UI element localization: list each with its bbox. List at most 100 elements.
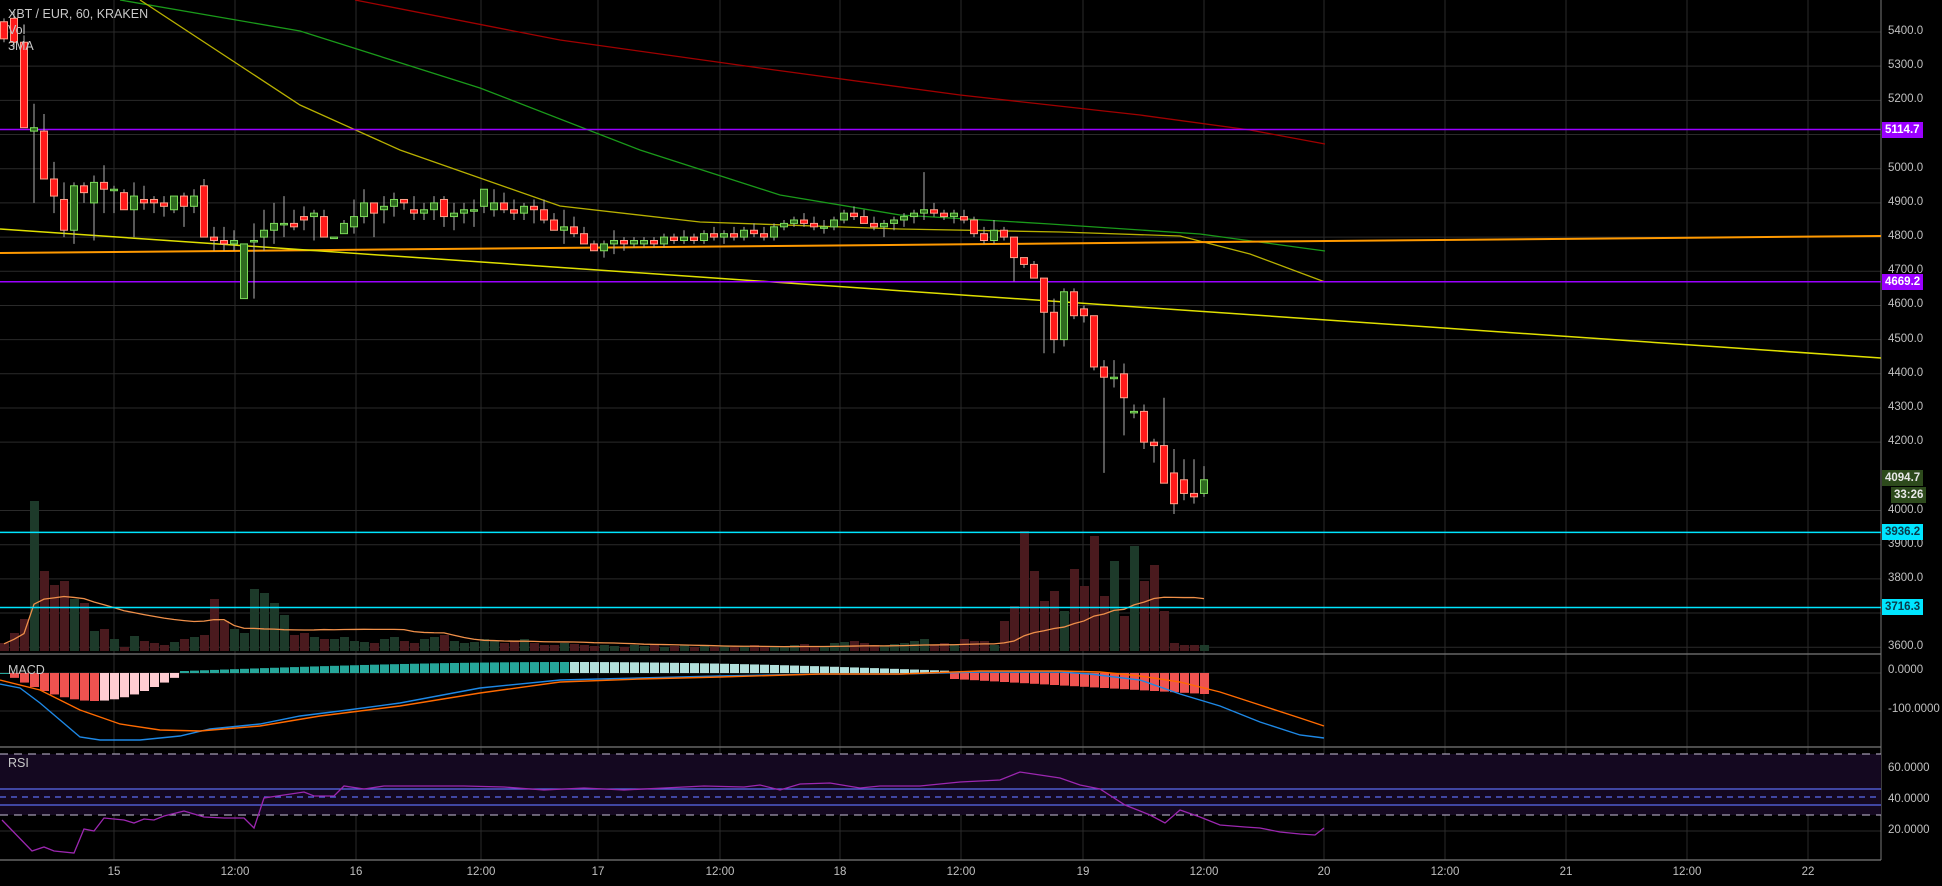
candle-down[interactable] xyxy=(320,216,328,238)
candle-up[interactable] xyxy=(820,226,828,229)
candle-down[interactable] xyxy=(1120,373,1128,399)
candle-up[interactable] xyxy=(840,212,848,221)
candle-down[interactable] xyxy=(210,236,218,241)
candle-down[interactable] xyxy=(80,185,88,194)
candle-up[interactable] xyxy=(1060,291,1068,341)
candle-up[interactable] xyxy=(520,205,528,214)
candle-up[interactable] xyxy=(910,212,918,218)
candle-down[interactable] xyxy=(100,181,108,190)
candle-down[interactable] xyxy=(590,243,598,252)
candle-down[interactable] xyxy=(570,226,578,235)
candle-down[interactable] xyxy=(1160,445,1168,484)
candle-down[interactable] xyxy=(930,209,938,214)
candle-down[interactable] xyxy=(1030,263,1038,279)
trendline-yellow[interactable] xyxy=(0,228,1882,359)
legend-vol[interactable]: Vol xyxy=(8,23,26,37)
candle-up[interactable] xyxy=(700,233,708,241)
candle-up[interactable] xyxy=(610,239,618,245)
candle-up[interactable] xyxy=(830,219,838,228)
candle-up[interactable] xyxy=(640,239,648,245)
candle-up[interactable] xyxy=(460,209,468,214)
candle-down[interactable] xyxy=(200,185,208,238)
candle-down[interactable] xyxy=(970,219,978,235)
candle-down[interactable] xyxy=(550,219,558,231)
candle-up[interactable] xyxy=(70,185,78,231)
candle-up[interactable] xyxy=(1110,376,1118,380)
candle-up[interactable] xyxy=(110,188,118,192)
candle-down[interactable] xyxy=(580,233,588,245)
candle-up[interactable] xyxy=(30,127,38,132)
candle-down[interactable] xyxy=(1090,315,1098,368)
candle-up[interactable] xyxy=(560,226,568,231)
candle-down[interactable] xyxy=(40,130,48,180)
candle-down[interactable] xyxy=(620,239,628,245)
rsi-pane-title[interactable]: RSI xyxy=(8,756,29,770)
candle-down[interactable] xyxy=(180,195,188,207)
candle-up[interactable] xyxy=(170,195,178,211)
candle-down[interactable] xyxy=(940,212,948,218)
candle-up[interactable] xyxy=(330,236,338,240)
candle-down[interactable] xyxy=(20,41,28,129)
candle-up[interactable] xyxy=(130,195,138,211)
candle-down[interactable] xyxy=(1150,441,1158,447)
candle-down[interactable] xyxy=(10,17,18,43)
price-tag-5114.7[interactable]: 5114.7 xyxy=(1882,121,1923,138)
candle-down[interactable] xyxy=(1190,492,1198,498)
candle-down[interactable] xyxy=(60,198,68,231)
candle-up[interactable] xyxy=(790,219,798,224)
candle-up[interactable] xyxy=(900,216,908,221)
candle-down[interactable] xyxy=(140,198,148,204)
candle-down[interactable] xyxy=(750,229,758,235)
candle-up[interactable] xyxy=(990,229,998,241)
candle-down[interactable] xyxy=(0,21,8,40)
candle-up[interactable] xyxy=(770,226,778,238)
candle-up[interactable] xyxy=(1130,410,1138,414)
candle-up[interactable] xyxy=(260,229,268,238)
candle-up[interactable] xyxy=(680,236,688,241)
price-tag-4669.2[interactable]: 4669.2 xyxy=(1882,273,1924,290)
candle-down[interactable] xyxy=(50,178,58,197)
candle-up[interactable] xyxy=(480,188,488,207)
candle-up[interactable] xyxy=(490,202,498,211)
candle-up[interactable] xyxy=(430,202,438,211)
candle-down[interactable] xyxy=(530,205,538,211)
candle-up[interactable] xyxy=(890,219,898,224)
candle-down[interactable] xyxy=(1050,311,1058,341)
candle-up[interactable] xyxy=(240,243,248,300)
candle-down[interactable] xyxy=(980,233,988,241)
candle-down[interactable] xyxy=(1140,410,1148,443)
candle-up[interactable] xyxy=(250,239,258,243)
candle-down[interactable] xyxy=(300,216,308,221)
price-tag-3936.2[interactable]: 3936.2 xyxy=(1882,524,1924,541)
candle-down[interactable] xyxy=(120,192,128,211)
candle-up[interactable] xyxy=(1200,479,1208,494)
candle-down[interactable] xyxy=(1020,257,1028,265)
candle-down[interactable] xyxy=(540,209,548,221)
candle-down[interactable] xyxy=(290,222,298,228)
candle-down[interactable] xyxy=(1170,472,1178,505)
candle-up[interactable] xyxy=(630,239,638,245)
candle-up[interactable] xyxy=(360,202,368,218)
candle-down[interactable] xyxy=(860,216,868,224)
candle-up[interactable] xyxy=(390,198,398,207)
candle-down[interactable] xyxy=(1000,229,1008,238)
candle-up[interactable] xyxy=(280,222,288,226)
candle-down[interactable] xyxy=(220,239,228,245)
candle-down[interactable] xyxy=(1040,277,1048,313)
candle-down[interactable] xyxy=(850,212,858,218)
candle-down[interactable] xyxy=(690,236,698,241)
candle-up[interactable] xyxy=(90,181,98,204)
candle-up[interactable] xyxy=(230,239,238,245)
macd-pane-title[interactable]: MACD xyxy=(8,663,45,677)
candle-down[interactable] xyxy=(960,216,968,221)
candle-down[interactable] xyxy=(370,202,378,214)
candle-up[interactable] xyxy=(450,212,458,218)
price-tag-3716.3[interactable]: 3716.3 xyxy=(1882,599,1924,616)
candle-down[interactable] xyxy=(400,198,408,204)
candle-down[interactable] xyxy=(440,198,448,218)
candle-up[interactable] xyxy=(350,216,358,228)
candle-up[interactable] xyxy=(340,222,348,235)
candle-up[interactable] xyxy=(380,205,388,211)
candle-down[interactable] xyxy=(510,209,518,214)
